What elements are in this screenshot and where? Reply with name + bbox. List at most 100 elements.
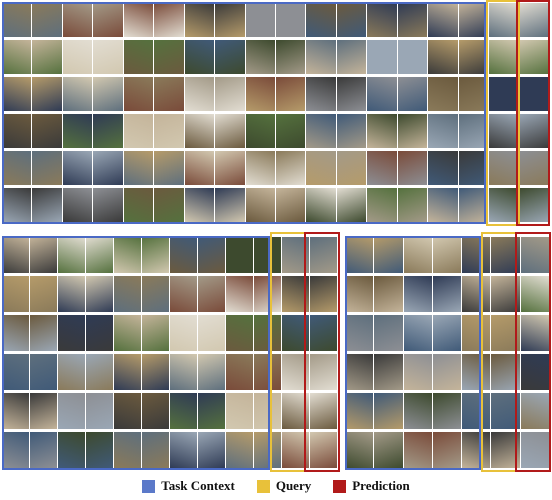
task-context-thumbnail	[123, 40, 155, 74]
task-context-thumbnail	[184, 3, 216, 37]
example-row	[345, 393, 550, 429]
task-context-thumbnail	[58, 276, 86, 312]
task-context-thumbnail	[198, 276, 226, 312]
task-context-thumbnail	[336, 188, 368, 222]
task-context-thumbnail	[114, 393, 142, 429]
task-context-thumbnail	[275, 40, 307, 74]
task-context-thumbnail	[275, 151, 307, 185]
task-context-thumbnail	[458, 151, 489, 185]
task-context-thumbnail	[58, 315, 86, 351]
query-thumbnail	[491, 354, 521, 390]
prediction-thumbnail	[310, 237, 338, 273]
query-thumbnail	[489, 40, 520, 74]
task-context-thumbnail	[428, 151, 459, 185]
task-context-thumbnail	[367, 40, 398, 74]
example-row	[2, 188, 550, 222]
task-context-thumbnail	[30, 393, 58, 429]
task-context-thumbnail	[123, 151, 155, 185]
task-context-thumbnail	[275, 188, 307, 222]
task-context-thumbnail	[374, 276, 404, 312]
task-context-swatch	[142, 479, 156, 493]
example-row	[345, 432, 550, 468]
task-context-thumbnail	[226, 354, 254, 390]
task-context-thumbnail	[306, 3, 337, 37]
task-context-thumbnail	[198, 237, 226, 273]
task-context-thumbnail	[226, 315, 254, 351]
task-context-thumbnail	[142, 315, 170, 351]
task-context-thumbnail	[123, 188, 155, 222]
task-context-thumbnail	[462, 432, 492, 468]
example-row	[345, 237, 550, 273]
task-context-thumbnail	[123, 77, 155, 111]
task-context-thumbnail	[86, 354, 114, 390]
task-context-thumbnail	[2, 237, 30, 273]
task-context-thumbnail	[403, 393, 433, 429]
example-row	[2, 432, 338, 468]
task-context-thumbnail	[58, 432, 86, 468]
task-context-thumbnail	[93, 151, 124, 185]
task-context-thumbnail	[32, 188, 63, 222]
task-context-thumbnail	[30, 237, 58, 273]
task-context-thumbnail	[154, 114, 185, 148]
task-context-thumbnail	[432, 393, 463, 429]
task-context-thumbnail	[2, 40, 33, 74]
prediction-thumbnail	[310, 315, 338, 351]
task-context-thumbnail	[428, 40, 459, 74]
task-context-thumbnail	[2, 151, 33, 185]
task-context-thumbnail	[154, 151, 185, 185]
task-context-thumbnail	[215, 3, 246, 37]
task-context-thumbnail	[198, 354, 226, 390]
task-context-thumbnail	[86, 237, 114, 273]
task-context-thumbnail	[397, 151, 429, 185]
task-context-thumbnail	[432, 276, 463, 312]
task-context-thumbnail	[93, 77, 124, 111]
example-row	[345, 315, 550, 351]
task-context-thumbnail	[397, 77, 429, 111]
legend-label-prediction: Prediction	[352, 478, 410, 493]
legend-item-prediction: Prediction	[333, 478, 410, 494]
task-context-thumbnail	[428, 77, 459, 111]
task-context-thumbnail	[432, 237, 463, 273]
query-thumbnail	[282, 432, 310, 468]
task-context-thumbnail	[226, 393, 254, 429]
legend: Task Context Query Prediction	[0, 477, 552, 495]
example-row	[2, 114, 550, 148]
task-context-thumbnail	[114, 237, 142, 273]
task-context-thumbnail	[32, 114, 63, 148]
task-context-thumbnail	[30, 315, 58, 351]
prediction-thumbnail	[519, 151, 550, 185]
task-context-thumbnail	[462, 276, 492, 312]
task-context-thumbnail	[254, 354, 282, 390]
prediction-thumbnail	[310, 432, 338, 468]
task-context-thumbnail	[154, 77, 185, 111]
prediction-thumbnail	[520, 315, 550, 351]
task-context-thumbnail	[254, 276, 282, 312]
task-context-thumbnail	[2, 315, 30, 351]
task-context-thumbnail	[86, 276, 114, 312]
task-context-thumbnail	[306, 77, 337, 111]
legend-label-task-context: Task Context	[161, 478, 235, 493]
legend-item-query: Query	[256, 478, 311, 494]
task-context-thumbnail	[30, 354, 58, 390]
example-row	[2, 40, 550, 74]
task-context-thumbnail	[254, 315, 282, 351]
prediction-thumbnail	[519, 114, 550, 148]
task-context-thumbnail	[245, 40, 276, 74]
task-context-thumbnail	[403, 276, 433, 312]
query-thumbnail	[489, 3, 520, 37]
example-row	[345, 354, 550, 390]
task-context-thumbnail	[432, 354, 463, 390]
task-context-thumbnail	[215, 77, 246, 111]
example-row	[2, 276, 338, 312]
example-row	[2, 354, 338, 390]
task-context-thumbnail	[462, 237, 492, 273]
prediction-thumbnail	[310, 354, 338, 390]
task-context-thumbnail	[198, 432, 226, 468]
task-context-thumbnail	[403, 237, 433, 273]
task-context-thumbnail	[306, 188, 337, 222]
task-context-thumbnail	[462, 315, 492, 351]
task-context-thumbnail	[32, 40, 63, 74]
task-context-thumbnail	[114, 276, 142, 312]
task-context-thumbnail	[93, 3, 124, 37]
task-context-thumbnail	[58, 393, 86, 429]
